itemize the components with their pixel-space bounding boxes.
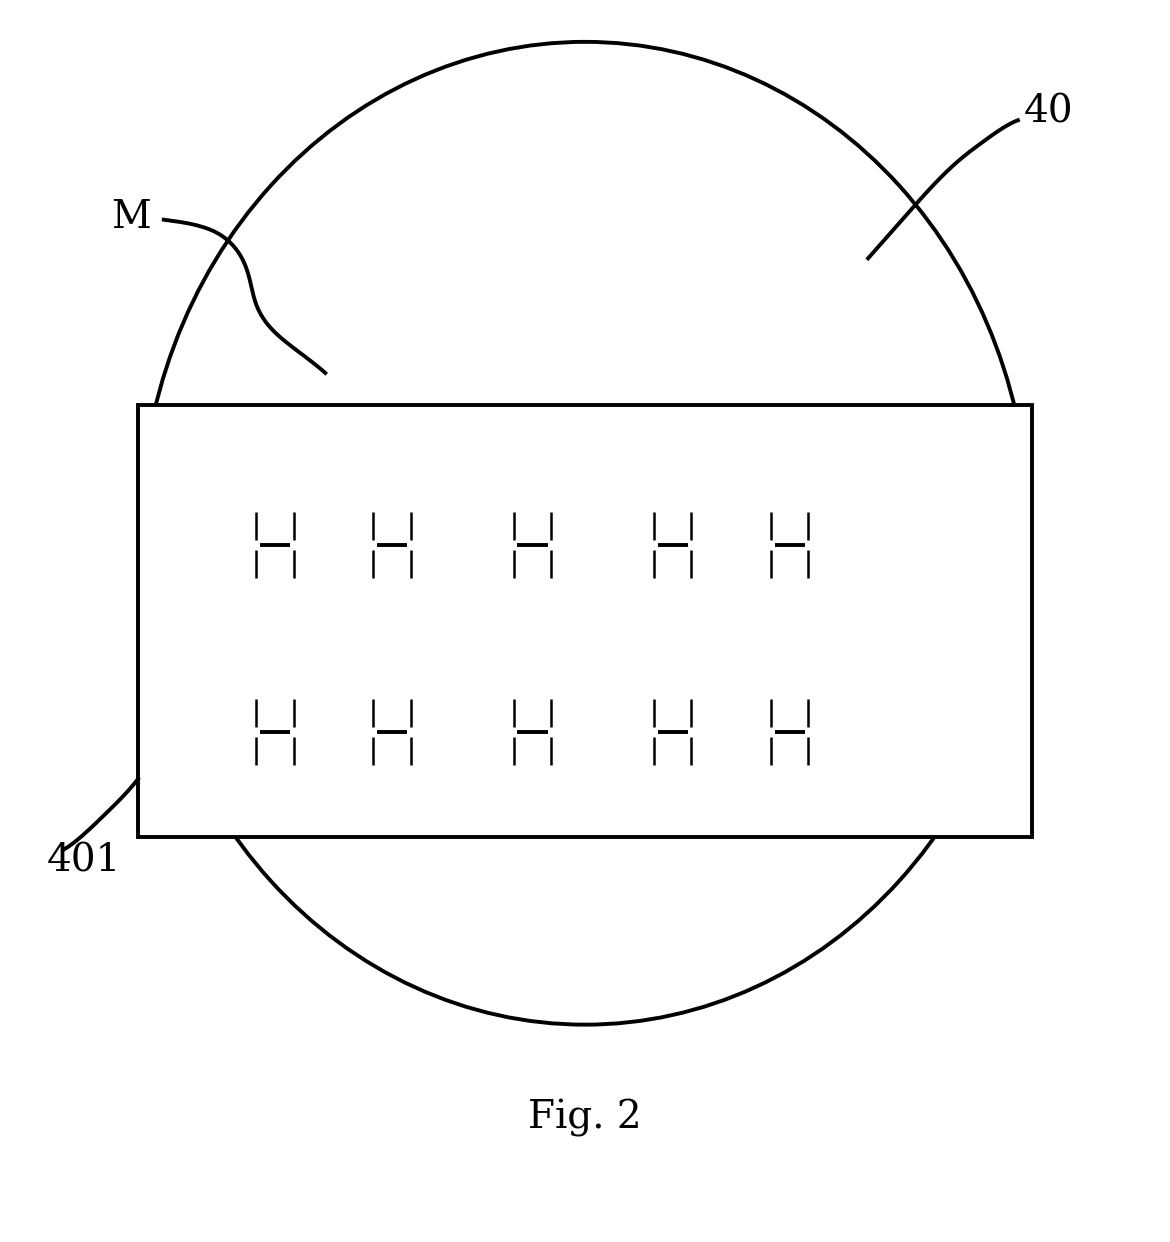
Bar	[138, 405, 1032, 837]
Text: M: M	[111, 199, 151, 236]
Text: Fig. 2: Fig. 2	[528, 1099, 642, 1138]
Text: 40: 40	[1024, 93, 1073, 130]
Text: 401: 401	[47, 842, 121, 879]
